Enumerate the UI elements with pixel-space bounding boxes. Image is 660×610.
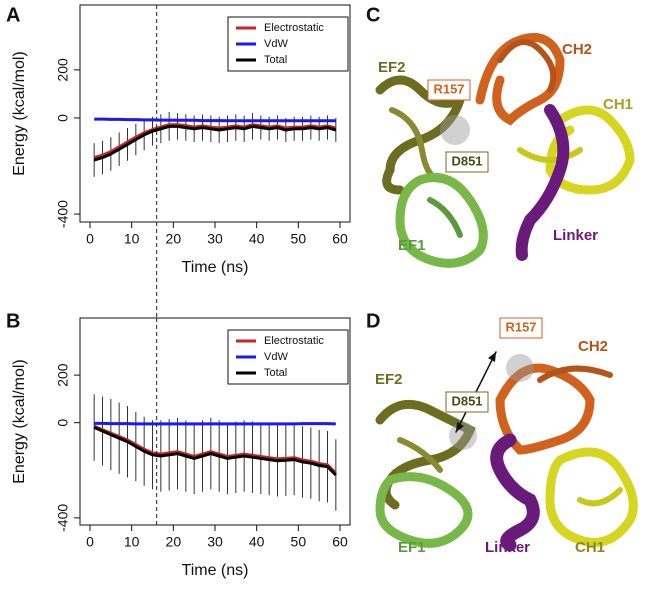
ribbon	[497, 39, 557, 93]
domain-label: EF2	[375, 371, 403, 388]
linker	[490, 433, 540, 552]
ribbon	[375, 75, 468, 195]
residue	[440, 115, 470, 145]
ribbon	[427, 197, 463, 238]
x-tick-label: 10	[124, 534, 140, 550]
legend-label: Electrostatic	[264, 335, 324, 347]
residue-label: D851	[451, 393, 482, 408]
residue-label: R157	[505, 319, 536, 334]
residue	[506, 354, 534, 382]
ribbon	[577, 487, 623, 507]
domain-label: CH2	[578, 338, 608, 355]
label-box	[445, 391, 489, 413]
x-tick-label: 30	[207, 534, 223, 550]
y-tick-label: 0	[55, 114, 71, 122]
arrow-head	[456, 352, 496, 432]
y-axis-title: Energy (kcal/mol)	[11, 51, 28, 175]
x-tick-label: 40	[249, 231, 265, 247]
domain-label: EF1	[398, 539, 426, 556]
x-tick-label: 10	[124, 231, 140, 247]
legend-label: VdW	[264, 38, 288, 50]
x-tick-label: 60	[332, 534, 348, 550]
label-box	[499, 317, 543, 339]
y-tick-label: -400	[55, 504, 71, 532]
y-tick-label: -400	[55, 200, 71, 228]
domain-label: CH2	[562, 41, 592, 58]
legend-label: Total	[264, 54, 287, 66]
x-axis-title: Time (ns)	[182, 562, 249, 579]
structure-d	[375, 351, 638, 552]
ribbon	[517, 147, 583, 163]
domain-label: Linker	[485, 539, 530, 556]
ribbon	[395, 173, 488, 268]
x-tick-label: 30	[207, 231, 223, 247]
ribbon	[545, 447, 638, 547]
ribbon	[545, 105, 635, 195]
domain-label: EF2	[378, 59, 406, 76]
residue	[449, 422, 477, 450]
x-axis-title: Time (ns)	[182, 259, 249, 276]
legend-label: Electrostatic	[264, 22, 324, 34]
label-box	[445, 151, 489, 173]
y-tick-label: 0	[55, 419, 71, 427]
ribbon	[397, 437, 443, 473]
series-line	[93, 424, 337, 475]
series-line	[93, 123, 337, 160]
series-line	[94, 421, 336, 426]
panel-label: B	[6, 310, 20, 332]
residue-label: R157	[433, 81, 464, 96]
legend-label: VdW	[264, 351, 288, 363]
x-tick-label: 40	[249, 534, 265, 550]
structure-c	[375, 33, 635, 268]
domain-label: Linker	[553, 227, 598, 244]
ribbon	[495, 363, 595, 455]
panel-label: C	[366, 4, 380, 26]
panel-label: A	[6, 4, 20, 26]
y-tick-label: 200	[55, 363, 71, 387]
domain-label: EF1	[398, 237, 426, 254]
x-tick-label: 20	[166, 231, 182, 247]
ribbon	[537, 365, 613, 383]
label-box	[427, 79, 471, 101]
series-line	[94, 117, 336, 123]
x-tick-label: 60	[332, 231, 348, 247]
linker	[515, 104, 570, 261]
series-line	[93, 124, 337, 162]
domain-label: CH1	[575, 539, 605, 556]
x-tick-label: 0	[86, 534, 94, 550]
domain-label: CH1	[603, 96, 633, 113]
x-tick-label: 50	[291, 534, 307, 550]
y-axis-title: Energy (kcal/mol)	[11, 359, 28, 483]
y-tick-label: 200	[55, 58, 71, 82]
x-tick-label: 20	[166, 534, 182, 550]
ribbon	[375, 472, 473, 548]
x-tick-label: 50	[291, 231, 307, 247]
x-tick-label: 0	[86, 231, 94, 247]
residue-label: D851	[451, 153, 482, 168]
series-line	[93, 426, 337, 477]
legend-label: Total	[264, 367, 287, 379]
panel-label: D	[366, 310, 380, 332]
